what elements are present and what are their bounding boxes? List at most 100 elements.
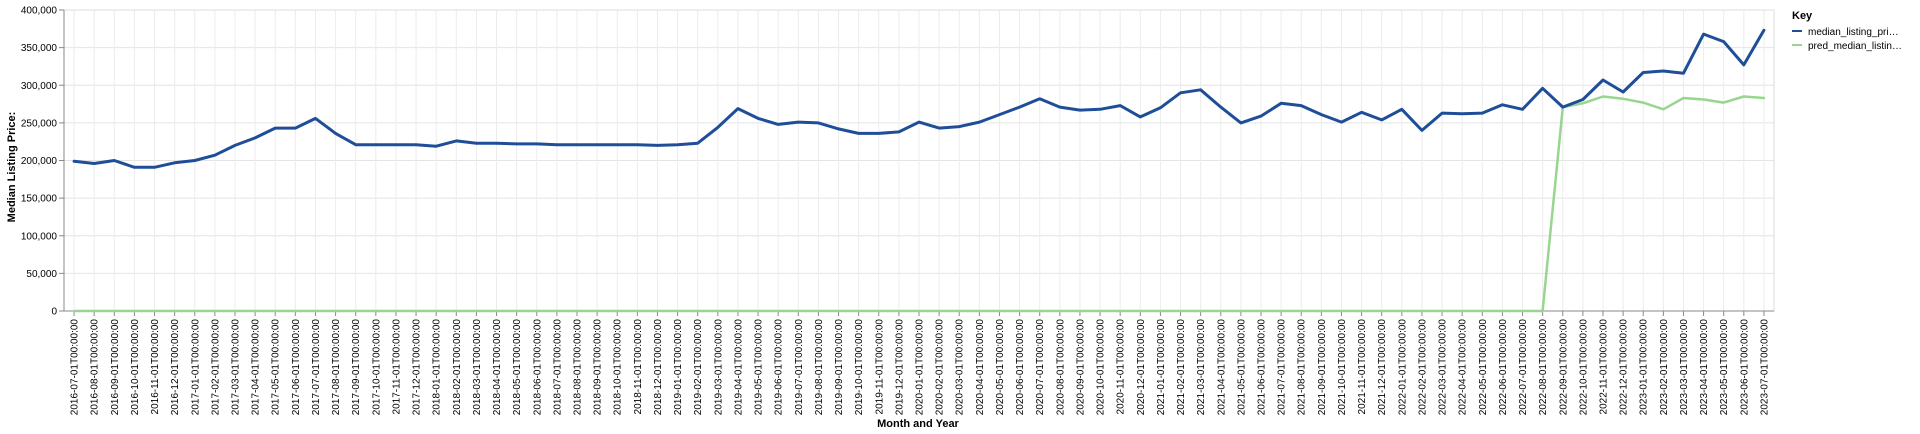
x-tick-label: 2016-10-01T00:00:00 [130,319,141,416]
x-tick-label: 2017-12-01T00:00:00 [412,319,423,416]
x-tick-label: 2018-04-01T00:00:00 [492,319,503,416]
x-tick-label: 2019-02-01T00:00:00 [693,319,704,416]
x-tick-label: 2022-11-01T00:00:00 [1599,319,1610,415]
x-tick-label: 2018-11-01T00:00:00 [633,319,644,415]
x-tick-label: 2021-06-01T00:00:00 [1257,319,1268,416]
series-line-median [72,28,1766,169]
x-tick-label: 2017-02-01T00:00:00 [210,319,221,416]
x-tick-label: 2016-07-01T00:00:00 [70,319,81,416]
x-tick-label: 2021-12-01T00:00:00 [1377,319,1388,416]
x-tick-label: 2018-01-01T00:00:00 [432,319,443,416]
x-tick-label: 2021-03-01T00:00:00 [1196,319,1207,416]
x-tick-label: 2020-01-01T00:00:00 [915,319,926,416]
x-tick-label: 2017-01-01T00:00:00 [190,319,201,416]
x-tick-label: 2021-08-01T00:00:00 [1297,319,1308,416]
x-tick-label: 2016-11-01T00:00:00 [150,319,161,415]
x-axis: 2016-07-01T00:00:00 2016-08-01T00:00:00 20… [64,310,1774,416]
x-tick-label: 2020-04-01T00:00:00 [975,319,986,416]
x-tick-label: 2022-07-01T00:00:00 [1518,319,1529,416]
x-tick-label: 2019-07-01T00:00:00 [794,319,805,416]
x-tick-label: 2023-03-01T00:00:00 [1679,319,1690,416]
legend-title: Key [1792,10,1813,22]
x-tick-label: 2021-05-01T00:00:00 [1236,319,1247,416]
x-tick-label: 2017-10-01T00:00:00 [371,319,382,416]
x-axis-title: Month and Year [877,418,959,430]
x-tick-label: 2022-01-01T00:00:00 [1397,319,1408,416]
x-tick-label: 2022-10-01T00:00:00 [1578,319,1589,416]
x-tick-label: 2023-01-01T00:00:00 [1639,319,1650,416]
x-tick-label: 2021-11-01T00:00:00 [1357,319,1368,415]
x-tick-label: 2022-05-01T00:00:00 [1478,319,1489,416]
x-tick-label: 2018-09-01T00:00:00 [593,319,604,416]
x-tick-label: 2016-08-01T00:00:00 [90,319,101,416]
x-tick-label: 2019-10-01T00:00:00 [854,319,865,416]
x-tick-label: 2016-12-01T00:00:00 [170,319,181,416]
x-tick-label: 2017-04-01T00:00:00 [251,319,262,416]
x-tick-label: 2020-05-01T00:00:00 [995,319,1006,416]
x-tick-label: 2020-09-01T00:00:00 [1075,319,1086,416]
legend-entry-pred: pred_median_listin… [1792,41,1902,52]
x-tick-label: 2017-03-01T00:00:00 [231,319,242,416]
x-tick-label: 2022-06-01T00:00:00 [1498,319,1509,416]
x-tick-label: 2017-11-01T00:00:00 [391,319,402,415]
x-tick-label: 2020-10-01T00:00:00 [1096,319,1107,416]
x-tick-label: 2023-04-01T00:00:00 [1699,319,1710,416]
x-tick-label: 2019-09-01T00:00:00 [834,319,845,416]
x-tick-label: 2018-08-01T00:00:00 [573,319,584,416]
x-tick-label: 2021-01-01T00:00:00 [1156,319,1167,416]
y-tick-label: 300,000 [21,81,58,92]
x-tick-label: 2022-12-01T00:00:00 [1619,319,1630,416]
x-tick-label: 2017-06-01T00:00:00 [291,319,302,416]
x-tick-label: 2022-08-01T00:00:00 [1538,319,1549,416]
legend: Key median_listing_pri… pred_median_list… [1792,10,1902,52]
y-axis-title: Median Listing Price: [6,112,18,223]
legend-label-median: median_listing_pri… [1808,27,1899,38]
x-tick-label: 2018-07-01T00:00:00 [552,319,563,416]
x-tick-label: 2017-07-01T00:00:00 [311,319,322,416]
y-tick-label: 150,000 [21,194,58,205]
x-tick-label: 2023-05-01T00:00:00 [1719,319,1730,416]
y-tick-label: 400,000 [21,6,58,17]
grid-lines [63,9,1775,312]
x-tick-label: 2020-12-01T00:00:00 [1136,319,1147,416]
x-tick-label: 2022-02-01T00:00:00 [1417,319,1428,416]
x-tick-label: 2018-12-01T00:00:00 [653,319,664,416]
y-tick-label: 100,000 [21,231,58,242]
legend-label-pred: pred_median_listin… [1808,41,1902,52]
x-tick-label: 2017-08-01T00:00:00 [331,319,342,416]
x-tick-label: 2019-03-01T00:00:00 [713,319,724,416]
x-tick-label: 2020-11-01T00:00:00 [1116,319,1127,415]
x-tick-label: 2019-11-01T00:00:00 [874,319,885,415]
x-tick-label: 2020-03-01T00:00:00 [955,319,966,416]
x-tick-label: 2019-05-01T00:00:00 [754,319,765,416]
x-tick-label: 2023-02-01T00:00:00 [1659,319,1670,416]
y-axis: 0 50,000 100,000 150,000 200,000 250,000 300,0… [21,6,65,318]
series-layer [72,28,1766,313]
x-tick-label: 2019-08-01T00:00:00 [814,319,825,416]
x-tick-label: 2020-07-01T00:00:00 [1035,319,1046,416]
x-tick-label: 2021-04-01T00:00:00 [1216,319,1227,416]
x-tick-label: 2020-06-01T00:00:00 [1015,319,1026,416]
x-tick-label: 2020-02-01T00:00:00 [935,319,946,416]
legend-entry-median: median_listing_pri… [1792,27,1899,38]
x-tick-label: 2016-09-01T00:00:00 [110,319,121,416]
x-tick-label: 2019-12-01T00:00:00 [894,319,905,416]
x-tick-label: 2017-09-01T00:00:00 [351,319,362,416]
x-tick-label: 2022-03-01T00:00:00 [1438,319,1449,416]
y-tick-label: 350,000 [21,43,58,54]
x-tick-label: 2021-10-01T00:00:00 [1337,319,1348,416]
x-tick-label: 2019-04-01T00:00:00 [733,319,744,416]
x-tick-label: 2019-06-01T00:00:00 [774,319,785,416]
x-tick-label: 2021-07-01T00:00:00 [1277,319,1288,416]
x-tick-label: 2020-08-01T00:00:00 [1055,319,1066,416]
x-tick-label: 2022-09-01T00:00:00 [1558,319,1569,416]
x-tick-label: 2018-02-01T00:00:00 [452,319,463,416]
series-line-pred [72,95,1766,313]
x-tick-label: 2018-05-01T00:00:00 [512,319,523,416]
x-tick-label: 2021-02-01T00:00:00 [1176,319,1187,416]
y-tick-label: 250,000 [21,118,58,129]
x-tick-label: 2023-06-01T00:00:00 [1739,319,1750,416]
x-tick-label: 2017-05-01T00:00:00 [271,319,282,416]
x-tick-label: 2018-03-01T00:00:00 [472,319,483,416]
